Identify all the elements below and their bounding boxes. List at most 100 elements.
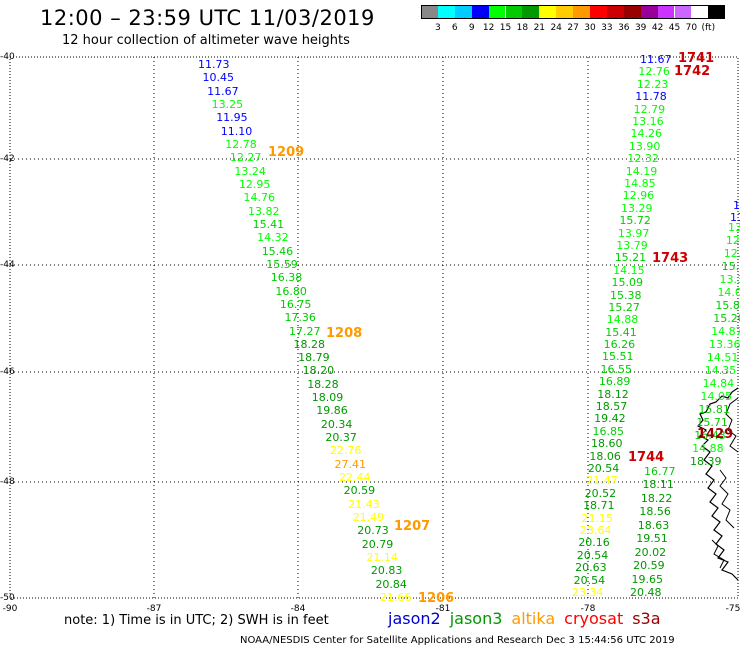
wave-value: 13.3 xyxy=(719,273,740,286)
wave-value: 22.76 xyxy=(329,444,362,458)
scale-swatch xyxy=(421,5,438,19)
note-text: note: 1) Time is in UTC; 2) SWH is in fe… xyxy=(64,613,329,628)
wave-value: 11.73 xyxy=(198,58,230,71)
wave-value: 18.11 xyxy=(642,478,674,492)
wave-value: 20.84 xyxy=(375,577,407,591)
wave-value: 12.27 xyxy=(229,151,262,165)
scale-label: 70 xyxy=(685,23,698,33)
lon-label: -87 xyxy=(146,604,162,614)
scale-swatch xyxy=(539,5,557,19)
wave-value: 1 xyxy=(733,199,740,212)
wave-value: 14.35 xyxy=(704,364,737,377)
lat-label: -50 xyxy=(0,593,15,603)
wave-value: 15.27 xyxy=(608,300,640,314)
wave-value: 19.42 xyxy=(594,412,626,426)
time-label: 1741 xyxy=(678,51,715,66)
scale-swatch xyxy=(623,5,641,19)
scale-label: 18 xyxy=(516,23,529,33)
scale-border xyxy=(421,5,726,19)
wave-value: 13.16 xyxy=(632,114,664,128)
legend-jason2: jason2 xyxy=(388,609,441,628)
wave-value: 10.45 xyxy=(202,71,235,85)
wave-value: 15.38 xyxy=(609,288,642,302)
wave-value: 16.55 xyxy=(600,362,632,376)
scale-swatch xyxy=(556,5,574,19)
time-label: 1429 xyxy=(697,427,734,442)
scale-swatch xyxy=(505,5,523,19)
wave-value: 17.36 xyxy=(284,311,316,325)
wave-value: 12.78 xyxy=(225,137,257,151)
wave-value: 14.05 xyxy=(700,390,733,403)
wave-value: 13.25 xyxy=(211,97,244,111)
coastline xyxy=(697,387,739,581)
wave-value: 19.51 xyxy=(636,532,668,546)
scale-label: 21 xyxy=(533,23,546,33)
wave-value: 18.28 xyxy=(307,377,339,391)
scale-swatch xyxy=(640,5,658,19)
scale-swatch xyxy=(454,5,472,19)
wave-value: 14.32 xyxy=(257,231,289,245)
wave-value: 14.26 xyxy=(630,127,663,141)
lon-label: -81 xyxy=(435,604,451,614)
wave-value: 20.54 xyxy=(587,462,620,476)
time-label: 1207 xyxy=(394,519,431,534)
wave-value: 14.04 xyxy=(717,286,740,299)
wave-value: 20.54 xyxy=(576,548,609,562)
wave-value: 20.54 xyxy=(573,573,606,587)
wave-value: 13.82 xyxy=(248,204,280,218)
wave-value: 15.59 xyxy=(266,257,298,271)
wave-value: 15.72 xyxy=(619,214,651,228)
wave-value: 20.63 xyxy=(575,561,607,575)
wave-value: 20.52 xyxy=(584,486,617,500)
scale-label: 6 xyxy=(451,23,458,33)
lat-label: -42 xyxy=(0,154,15,164)
scale-swatch xyxy=(674,5,692,19)
wave-value: 18.12 xyxy=(597,387,629,401)
wave-value: 12.23 xyxy=(636,77,669,91)
scale-swatch xyxy=(522,5,540,19)
wave-value: 16.89 xyxy=(598,375,631,389)
wave-value: 14.15 xyxy=(613,263,645,277)
wave-value: 18.09 xyxy=(311,391,344,405)
wave-value: 15.46 xyxy=(261,244,294,258)
page-title: 12:00 – 23:59 UTC 11/03/2019 xyxy=(40,6,375,30)
wave-value: 18.06 xyxy=(589,449,621,463)
lat-label: -40 xyxy=(0,52,15,62)
wave-value: 15.41 xyxy=(252,217,285,231)
wave-value: 15.87 xyxy=(715,299,740,312)
satellite-legend: jason2 jason3 altika cryosat s3a xyxy=(388,609,670,628)
wave-value: 16.80 xyxy=(275,284,307,298)
scale-label: (ft) xyxy=(701,23,716,33)
wave-value: 19.86 xyxy=(316,404,348,418)
legend-s3a: s3a xyxy=(632,609,661,628)
wave-value: 13.3 xyxy=(728,221,740,234)
wave-value: 20.79 xyxy=(361,537,394,551)
time-label: 1208 xyxy=(326,326,363,341)
time-label: 1744 xyxy=(628,450,665,465)
scale-swatch xyxy=(488,5,506,19)
footer-credit: NOAA/NESDIS Center for Satellite Applica… xyxy=(240,635,675,646)
lon-label: -90 xyxy=(2,604,18,614)
legend-cryosat: cryosat xyxy=(564,609,624,628)
wave-value: 21.15 xyxy=(581,511,613,525)
lat-label: -44 xyxy=(0,260,15,270)
wave-value: 23.34 xyxy=(572,586,604,599)
wave-value: 15.81 xyxy=(698,403,730,416)
wave-value: 18.71 xyxy=(583,499,615,513)
wave-value: 13.24 xyxy=(234,164,266,178)
wave-value: 15.57 xyxy=(721,260,740,273)
scale-label: 45 xyxy=(668,23,681,33)
wave-value: 11.10 xyxy=(220,124,253,138)
scale-swatch xyxy=(691,5,709,19)
wave-value: 11 xyxy=(730,211,740,224)
scale-swatch xyxy=(657,5,675,19)
wave-value: 15.20 xyxy=(713,312,740,325)
wave-value: 18.63 xyxy=(637,518,670,532)
wave-value: 20.16 xyxy=(578,536,610,550)
wave-value: 18.20 xyxy=(302,364,335,378)
wave-value: 21.14 xyxy=(366,551,398,565)
legend-jason3: jason3 xyxy=(449,609,503,628)
wave-value: 12. xyxy=(723,247,740,260)
wave-value: 20.83 xyxy=(370,564,403,578)
lat-label: -48 xyxy=(0,477,15,487)
